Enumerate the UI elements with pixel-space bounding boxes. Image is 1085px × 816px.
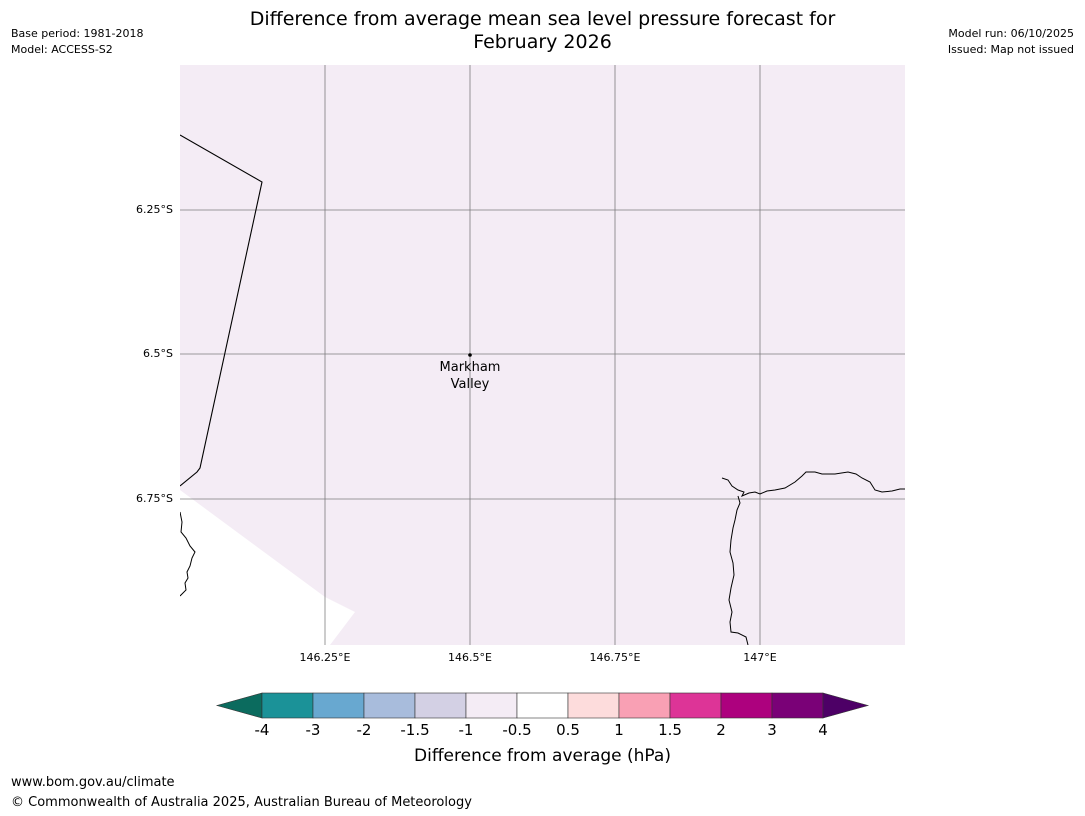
no-data-region <box>180 490 355 645</box>
river-coastline <box>728 495 749 645</box>
map-area <box>180 65 905 645</box>
colorbar-tick-label: -4 <box>254 721 270 739</box>
colorbar-tick-label: 2 <box>716 721 726 739</box>
colorbar-segment <box>261 692 314 719</box>
model-run-text: Model run: 06/10/2025 <box>948 27 1074 40</box>
colorbar-tick-label: 0.5 <box>556 721 580 739</box>
colorbar-segment <box>618 692 671 719</box>
footer-url: www.bom.gov.au/climate <box>11 775 175 790</box>
colorbar-segment <box>414 692 467 719</box>
colorbar-extend-high <box>822 692 870 719</box>
colorbar-tick-label: -3 <box>305 721 321 739</box>
place-label-valley: Valley <box>451 377 490 392</box>
border-line <box>180 134 263 487</box>
colorbar-tick-label: 3 <box>767 721 777 739</box>
model-text: Model: ACCESS-S2 <box>11 43 113 56</box>
colorbar-segment <box>465 692 518 719</box>
colorbar-tick-label: 4 <box>818 721 828 739</box>
colorbar-tick-label: -1.5 <box>400 721 430 739</box>
colorbar-tick-label: 1.5 <box>658 721 682 739</box>
lat-label-6-5: 6.5°S <box>143 347 173 360</box>
colorbar-segment <box>363 692 416 719</box>
lon-label-146-75: 146.75°E <box>589 651 641 664</box>
colorbar-tick-label: -0.5 <box>502 721 532 739</box>
map-title-line1: Difference from average mean sea level p… <box>249 8 836 30</box>
colorbar-extend-low <box>215 692 263 719</box>
header-right-info: Model run: 06/10/2025 Issued: Map not is… <box>948 26 1074 58</box>
colorbar-segment <box>312 692 365 719</box>
base-period-text: Base period: 1981-2018 <box>11 27 144 40</box>
lon-label-146-5: 146.5°E <box>448 651 492 664</box>
coastline-east <box>721 471 905 497</box>
colorbar-tick-label: -1 <box>458 721 474 739</box>
place-marker-dot <box>468 353 472 357</box>
map-title-line2: February 2026 <box>473 31 612 53</box>
colorbar <box>215 692 870 719</box>
map-title: Difference from average mean sea level p… <box>200 8 885 54</box>
coastline-west <box>180 511 196 597</box>
lat-label-6-75: 6.75°S <box>136 492 173 505</box>
colorbar-segment <box>567 692 620 719</box>
colorbar-tick-label: -2 <box>356 721 372 739</box>
colorbar-title: Difference from average (hPa) <box>414 746 671 766</box>
header-left-info: Base period: 1981-2018 Model: ACCESS-S2 <box>11 26 143 58</box>
colorbar-segment <box>669 692 722 719</box>
lat-label-6-25: 6.25°S <box>136 203 173 216</box>
colorbar-tick-label: 1 <box>614 721 624 739</box>
place-label-markham: Markham <box>440 360 501 375</box>
issued-text: Issued: Map not issued <box>947 43 1074 56</box>
colorbar-segment <box>771 692 824 719</box>
colorbar-segment <box>516 692 569 719</box>
lon-label-146-25: 146.25°E <box>299 651 351 664</box>
lon-label-147: 147°E <box>743 651 777 664</box>
footer-copyright: © Commonwealth of Australia 2025, Austra… <box>11 795 472 810</box>
colorbar-segment <box>720 692 773 719</box>
